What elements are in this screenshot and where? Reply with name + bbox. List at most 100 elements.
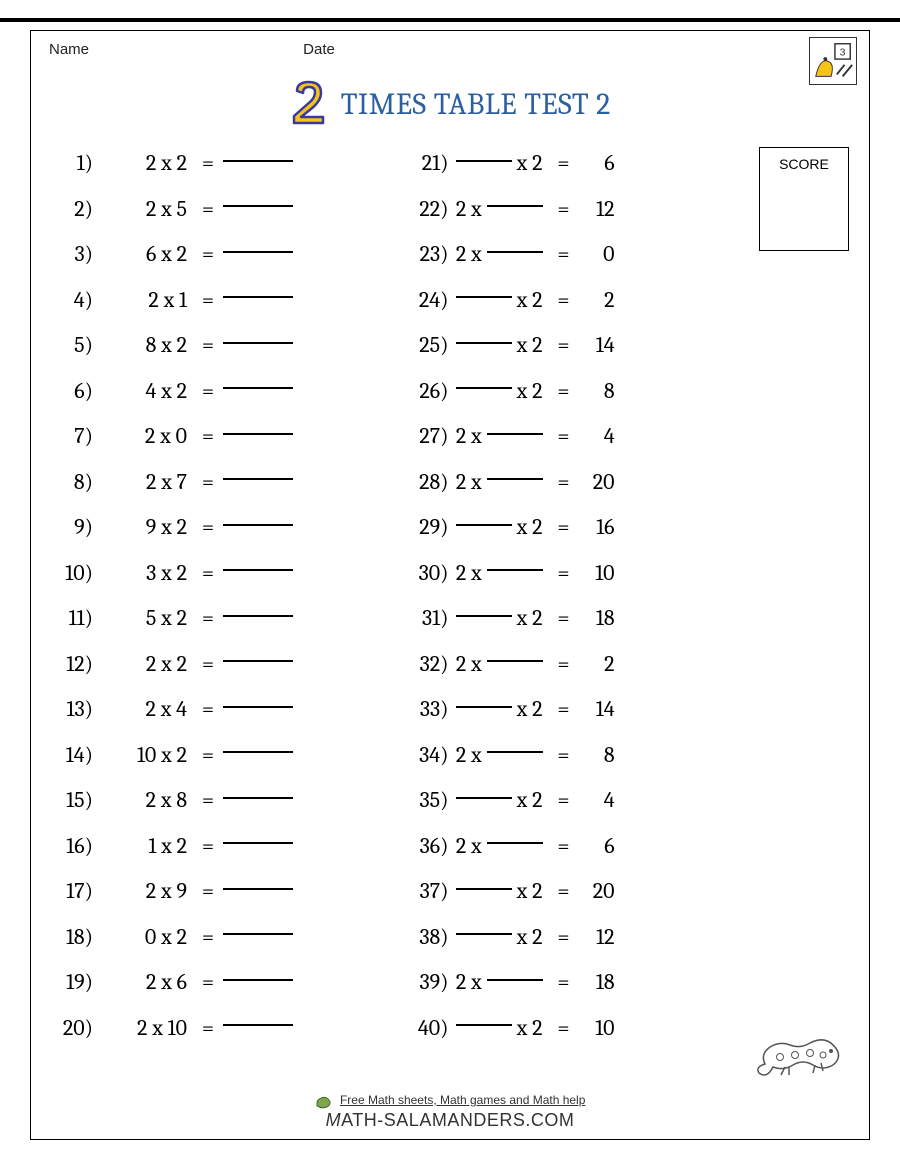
answer-blank[interactable]	[223, 251, 293, 253]
problem-number: 3)	[49, 232, 93, 278]
equals-sign: =	[549, 778, 579, 824]
problem-expression: x 2	[449, 278, 549, 324]
factor-blank[interactable]	[487, 205, 543, 207]
factor-blank[interactable]	[487, 433, 543, 435]
factor-blank[interactable]	[487, 842, 543, 844]
equals-sign: =	[193, 733, 223, 779]
factor-blank[interactable]	[456, 706, 512, 708]
problem-row: 7)2 x 0=	[49, 414, 389, 460]
problem-expression: 0 x 2	[93, 915, 193, 961]
problem-number: 26)	[405, 369, 449, 415]
answer-blank[interactable]	[223, 797, 293, 799]
problem-row: 14)10 x 2=	[49, 733, 389, 779]
problem-number: 18)	[49, 915, 93, 961]
problem-row: 35) x 2=4	[405, 778, 745, 824]
answer-blank[interactable]	[223, 979, 293, 981]
equals-sign: =	[549, 733, 579, 779]
factor-blank[interactable]	[456, 797, 512, 799]
answer-blank[interactable]	[223, 160, 293, 162]
factor-blank[interactable]	[456, 1024, 512, 1026]
equals-sign: =	[193, 551, 223, 597]
answer-blank[interactable]	[223, 342, 293, 344]
column-left: 1)2 x 2=2)2 x 5=3)6 x 2=4)2 x 1=5)8 x 2=…	[49, 141, 389, 1051]
problem-number: 19)	[49, 960, 93, 1006]
factor-blank[interactable]	[456, 615, 512, 617]
factor-blank[interactable]	[487, 251, 543, 253]
answer-blank[interactable]	[223, 478, 293, 480]
answer-blank[interactable]	[223, 842, 293, 844]
factor-blank[interactable]	[487, 660, 543, 662]
answer-blank[interactable]	[223, 751, 293, 753]
problem-expression: 4 x 2	[93, 369, 193, 415]
given-answer: 0	[579, 232, 615, 278]
problem-expression: 10 x 2	[93, 733, 193, 779]
problem-number: 23)	[405, 232, 449, 278]
answer-blank[interactable]	[223, 660, 293, 662]
answer-blank[interactable]	[223, 615, 293, 617]
salamander-illustration-icon	[755, 1009, 845, 1079]
problem-number: 4)	[49, 278, 93, 324]
factor-blank[interactable]	[487, 979, 543, 981]
answer-blank[interactable]	[223, 205, 293, 207]
answer-blank[interactable]	[223, 524, 293, 526]
factor-blank[interactable]	[487, 478, 543, 480]
footer-tagline-row: Free Math sheets, Math games and Math he…	[31, 1092, 869, 1110]
problem-columns: 1)2 x 2=2)2 x 5=3)6 x 2=4)2 x 1=5)8 x 2=…	[49, 141, 749, 1051]
problem-expression: x 2	[449, 915, 549, 961]
problem-expression: x 2	[449, 141, 549, 187]
problem-expression: 2 x 7	[93, 460, 193, 506]
score-box: SCORE	[759, 147, 849, 251]
header-fields: Name Date	[49, 41, 759, 58]
problem-row: 16)1 x 2=	[49, 824, 389, 870]
problem-expression: 2 x	[449, 232, 549, 278]
title-text: TIMES TABLE TEST 2	[341, 87, 611, 122]
equals-sign: =	[193, 778, 223, 824]
factor-blank[interactable]	[456, 933, 512, 935]
equals-sign: =	[549, 369, 579, 415]
answer-blank[interactable]	[223, 387, 293, 389]
answer-blank[interactable]	[223, 1024, 293, 1026]
given-answer: 4	[579, 778, 615, 824]
problem-row: 5)8 x 2=	[49, 323, 389, 369]
factor-blank[interactable]	[456, 524, 512, 526]
equals-sign: =	[549, 687, 579, 733]
problem-number: 36)	[405, 824, 449, 870]
name-field-label: Name	[49, 41, 299, 58]
problem-expression: 2 x	[449, 824, 549, 870]
factor-blank[interactable]	[487, 569, 543, 571]
factor-blank[interactable]	[456, 342, 512, 344]
problem-expression: 2 x 10	[93, 1006, 193, 1052]
problem-expression: 3 x 2	[93, 551, 193, 597]
answer-blank[interactable]	[223, 888, 293, 890]
equals-sign: =	[193, 505, 223, 551]
factor-blank[interactable]	[456, 387, 512, 389]
problem-number: 15)	[49, 778, 93, 824]
problem-number: 1)	[49, 141, 93, 187]
factor-blank[interactable]	[456, 160, 512, 162]
given-answer: 2	[579, 278, 615, 324]
answer-blank[interactable]	[223, 569, 293, 571]
answer-blank[interactable]	[223, 296, 293, 298]
problem-expression: 6 x 2	[93, 232, 193, 278]
problem-number: 35)	[405, 778, 449, 824]
problem-row: 2)2 x 5=	[49, 187, 389, 233]
problem-expression: x 2	[449, 1006, 549, 1052]
factor-blank[interactable]	[456, 296, 512, 298]
problem-number: 29)	[405, 505, 449, 551]
equals-sign: =	[549, 551, 579, 597]
given-answer: 18	[579, 596, 615, 642]
problem-number: 31)	[405, 596, 449, 642]
problem-row: 3)6 x 2=	[49, 232, 389, 278]
factor-blank[interactable]	[456, 888, 512, 890]
problem-expression: 2 x 6	[93, 960, 193, 1006]
problem-expression: x 2	[449, 369, 549, 415]
problem-row: 12)2 x 2=	[49, 642, 389, 688]
problem-number: 13)	[49, 687, 93, 733]
answer-blank[interactable]	[223, 706, 293, 708]
answer-blank[interactable]	[223, 433, 293, 435]
problem-number: 30)	[405, 551, 449, 597]
problem-row: 33) x 2=14	[405, 687, 745, 733]
factor-blank[interactable]	[487, 751, 543, 753]
problem-expression: 2 x 2	[93, 642, 193, 688]
answer-blank[interactable]	[223, 933, 293, 935]
